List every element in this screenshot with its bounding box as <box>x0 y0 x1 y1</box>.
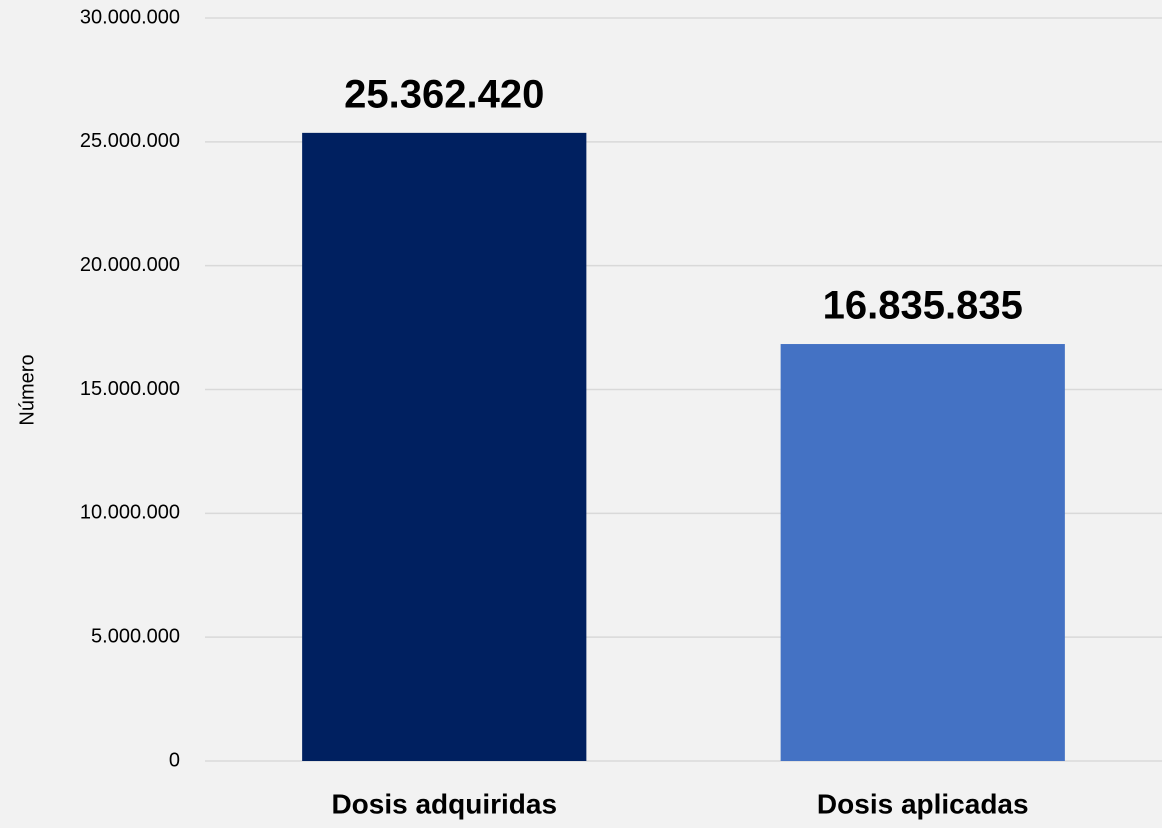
x-tick-label: Dosis aplicadas <box>817 788 1029 819</box>
y-axis-label: Número <box>16 354 38 425</box>
y-tick-label: 10.000.000 <box>80 502 180 524</box>
y-tick-label: 20.000.000 <box>80 254 180 276</box>
y-tick-label: 5.000.000 <box>91 625 180 647</box>
y-tick-label: 15.000.000 <box>80 378 180 400</box>
y-tick-label: 25.000.000 <box>80 130 180 152</box>
bar <box>302 132 587 761</box>
value-label: 16.835.835 <box>823 284 1023 328</box>
y-tick-label: 0 <box>169 749 180 771</box>
value-label: 25.362.420 <box>344 72 544 116</box>
x-tick-label: Dosis adquiridas <box>331 788 557 819</box>
y-tick-label: 30.000.000 <box>80 6 180 28</box>
bar <box>780 344 1065 761</box>
